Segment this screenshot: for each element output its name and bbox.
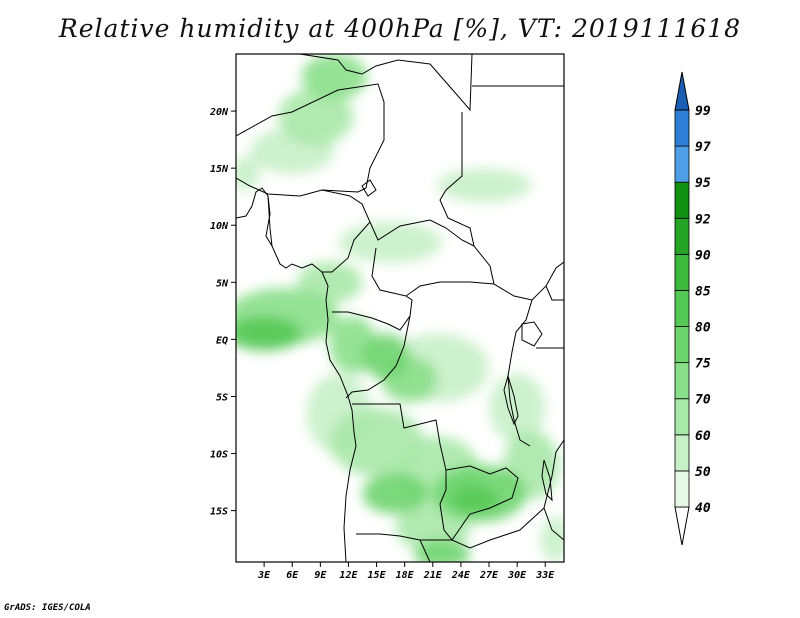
longitude-axis: 3E 6E 9E 12E 15E 18E 21E 24E 27E 30E 33E (257, 562, 555, 581)
lat-tick-label: 10S (210, 450, 228, 461)
colorbar-segment (674, 145, 690, 183)
lake-malawi (541, 459, 553, 502)
border-chad-sudan (439, 85, 564, 301)
colorbar-segment (674, 398, 690, 436)
lat-tick-label: 15N (210, 164, 229, 175)
border-niger (236, 83, 385, 197)
humidity-region (489, 373, 546, 443)
border-angola (352, 403, 454, 541)
humidity-region (278, 88, 354, 146)
lon-tick-label: 15E (368, 570, 387, 581)
lon-tick-label: 9E (314, 570, 327, 581)
colorbar-label: 80 (695, 321, 711, 336)
map-title: Relative humidity at 400hPa [%], VT: 201… (58, 14, 742, 43)
lon-tick-label: 30E (507, 570, 527, 581)
country-borders (236, 54, 564, 562)
lat-tick-label: 15S (210, 507, 228, 518)
lake-chad (361, 179, 377, 197)
border-congo-drc (345, 315, 411, 399)
lon-tick-label: 12E (339, 570, 358, 581)
lon-tick-label: 21E (423, 570, 443, 581)
lake-victoria (521, 321, 543, 347)
humidity-region (362, 333, 410, 380)
colorbar-segment (674, 434, 690, 472)
lon-tick-label: 18E (396, 570, 415, 581)
humidity-region (339, 221, 443, 263)
border-libya-chad (299, 54, 473, 112)
humidity-region (362, 472, 429, 515)
colorbar-segment (674, 326, 690, 364)
lat-tick-label: 5N (216, 278, 229, 289)
humidity-region (236, 316, 302, 351)
colorbar-segment (674, 290, 690, 327)
colorbar-label: 60 (695, 429, 711, 444)
humidity-region (451, 485, 499, 513)
lat-tick-label: 5S (216, 392, 228, 403)
colorbar-label: 99 (695, 104, 711, 119)
border-car (369, 219, 495, 297)
grads-credit: GrADS: IGES/COLA (4, 603, 91, 613)
lon-tick-label: 27E (479, 570, 499, 581)
colorbar-segment (674, 109, 690, 147)
border-nigeria (267, 189, 371, 273)
east-coastline (543, 439, 564, 541)
border-cameroon-congo (332, 295, 413, 331)
lon-tick-label: 3E (257, 570, 271, 581)
latitude-axis: 20N 15N 10N 5N EQ 5S 10S 15S (209, 107, 236, 518)
colorbar-segment (674, 470, 690, 508)
lat-tick-label: 10N (210, 221, 229, 232)
lat-tick-label: EQ (216, 335, 228, 346)
colorbar-label: 90 (695, 248, 711, 263)
humidity-region (236, 156, 260, 191)
humidity-region (414, 540, 471, 562)
colorbar-lower-triangle (674, 506, 690, 546)
colorbar-label: 95 (695, 176, 711, 191)
colorbar-label: 70 (695, 393, 711, 408)
lon-tick-label: 33E (535, 570, 555, 581)
border-uganda-kenya (536, 285, 564, 349)
colorbar-label: 85 (695, 284, 711, 299)
lon-tick-label: 24E (451, 570, 471, 581)
colorbar-segment (674, 362, 690, 400)
colorbar-segment (674, 217, 690, 255)
humidity-region (301, 54, 368, 100)
colorbar-segment (674, 253, 690, 291)
colorbar-label: 40 (695, 501, 711, 516)
colorbar: 40 50 60 70 75 80 85 90 92 95 97 99 (674, 71, 711, 546)
lat-tick-label: 20N (209, 107, 229, 118)
map-frame (235, 53, 565, 563)
border-zambia (445, 465, 519, 541)
colorbar-label: 75 (695, 357, 711, 372)
border-southern (419, 507, 545, 562)
colorbar-upper-triangle (674, 71, 690, 111)
colorbar-label: 92 (695, 212, 711, 227)
humidity-region (540, 516, 564, 562)
lake-tanganyika (503, 374, 519, 426)
lon-tick-label: 6E (286, 570, 299, 581)
colorbar-label: 97 (695, 140, 711, 155)
colorbar-label: 50 (695, 465, 711, 480)
colorbar-segment (674, 181, 690, 219)
